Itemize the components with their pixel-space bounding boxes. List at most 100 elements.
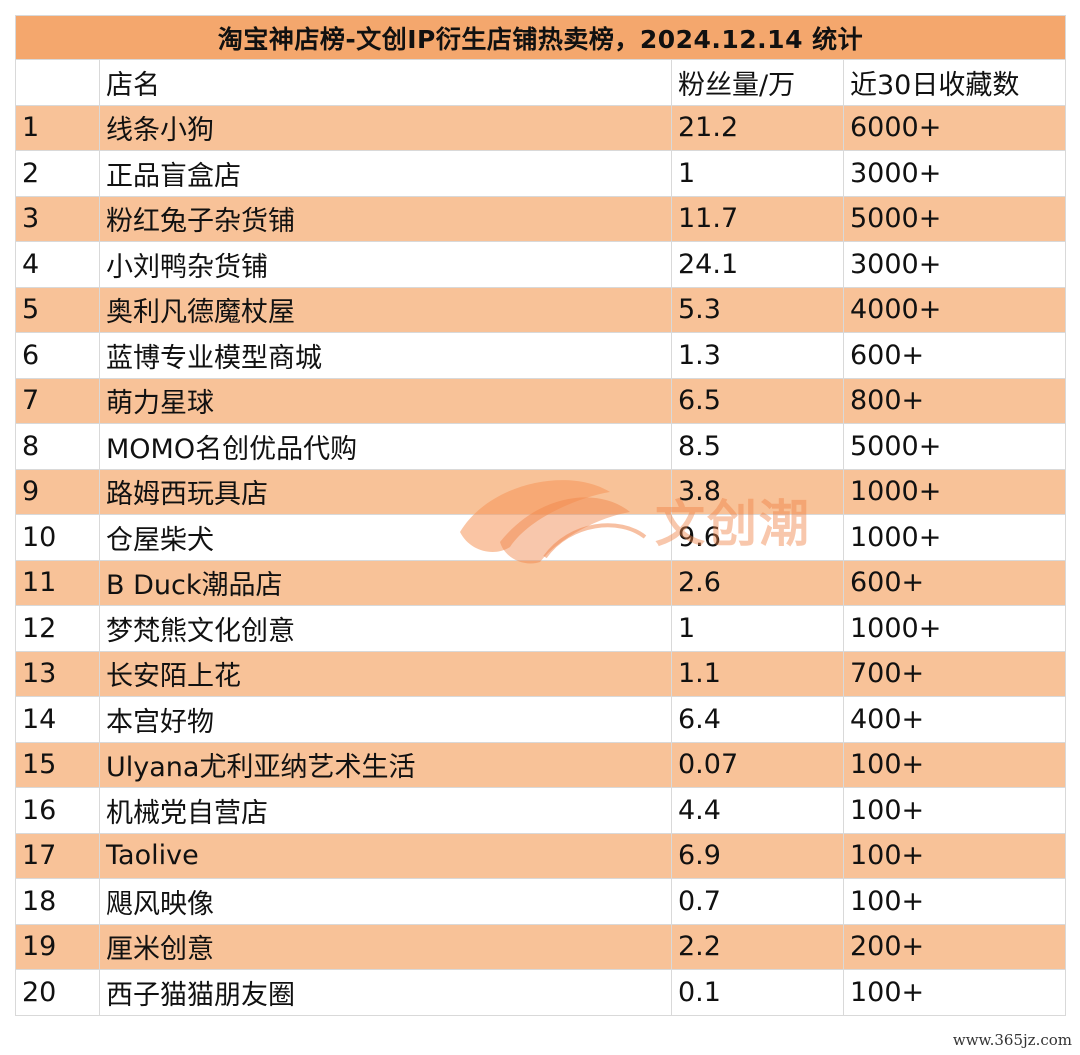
- shop-name-cell: 西子猫猫朋友圈: [99, 969, 672, 1016]
- table-row: 5 奥利凡德魔杖屋 5.3 4000+: [15, 286, 1066, 333]
- shop-name-cell: 蓝博专业模型商城: [99, 332, 672, 379]
- fans-cell: 24.1: [671, 241, 844, 288]
- favorites-cell: 800+: [843, 377, 1066, 424]
- table-row: 1 线条小狗 21.2 6000+: [15, 104, 1066, 151]
- rank-cell: 20: [15, 969, 100, 1016]
- fans-cell: 0.7: [671, 878, 844, 925]
- rank-cell: 11: [15, 559, 100, 606]
- site-watermark: www.365jz.com: [952, 1031, 1072, 1049]
- favorites-cell: 100+: [843, 969, 1066, 1016]
- fans-cell: 8.5: [671, 423, 844, 470]
- rank-cell: 12: [15, 605, 100, 652]
- header-favorites: 近30日收藏数: [843, 59, 1066, 106]
- table-row: 19 厘米创意 2.2 200+: [15, 923, 1066, 970]
- favorites-cell: 100+: [843, 832, 1066, 879]
- shop-name-cell: 奥利凡德魔杖屋: [99, 286, 672, 333]
- table-row: 13 长安陌上花 1.1 700+: [15, 650, 1066, 697]
- favorites-cell: 5000+: [843, 195, 1066, 242]
- rank-cell: 2: [15, 150, 100, 197]
- table-row: 12 梦梵熊文化创意 1 1000+: [15, 605, 1066, 652]
- shop-name-cell: 仓屋柴犬: [99, 514, 672, 561]
- favorites-cell: 100+: [843, 741, 1066, 788]
- table-row: 8 MOMO名创优品代购 8.5 5000+: [15, 423, 1066, 470]
- shop-name-cell: 粉红兔子杂货铺: [99, 195, 672, 242]
- favorites-cell: 400+: [843, 696, 1066, 743]
- favorites-cell: 100+: [843, 787, 1066, 834]
- shop-name-cell: 路姆西玩具店: [99, 468, 672, 515]
- table-row: 15 Ulyana尤利亚纳艺术生活 0.07 100+: [15, 741, 1066, 788]
- fans-cell: 0.07: [671, 741, 844, 788]
- fans-cell: 1.3: [671, 332, 844, 379]
- fans-cell: 21.2: [671, 104, 844, 151]
- favorites-cell: 600+: [843, 332, 1066, 379]
- rank-cell: 17: [15, 832, 100, 879]
- favorites-cell: 3000+: [843, 150, 1066, 197]
- rank-cell: 18: [15, 878, 100, 925]
- fans-cell: 1.1: [671, 650, 844, 697]
- shop-name-cell: 本宫好物: [99, 696, 672, 743]
- rank-cell: 3: [15, 195, 100, 242]
- table-row: 2 正品盲盒店 1 3000+: [15, 150, 1066, 197]
- table-row: 9 路姆西玩具店 3.8 1000+: [15, 468, 1066, 515]
- fans-cell: 6.9: [671, 832, 844, 879]
- watermark-text: 文创潮: [655, 495, 811, 553]
- ranking-table: 淘宝神店榜-文创IP衍生店铺热卖榜，2024.12.14 统计 店名 粉丝量/万…: [15, 15, 1066, 1016]
- favorites-cell: 1000+: [843, 514, 1066, 561]
- rank-cell: 5: [15, 286, 100, 333]
- favorites-cell: 3000+: [843, 241, 1066, 288]
- favorites-cell: 600+: [843, 559, 1066, 606]
- shop-name-cell: MOMO名创优品代购: [99, 423, 672, 470]
- favorites-cell: 4000+: [843, 286, 1066, 333]
- rank-cell: 4: [15, 241, 100, 288]
- table-row: 18 飓风映像 0.7 100+: [15, 878, 1066, 925]
- header-fans: 粉丝量/万: [671, 59, 844, 106]
- header-shop-name: 店名: [99, 59, 672, 106]
- favorites-cell: 6000+: [843, 104, 1066, 151]
- rank-cell: 16: [15, 787, 100, 834]
- rank-cell: 15: [15, 741, 100, 788]
- favorites-cell: 5000+: [843, 423, 1066, 470]
- shop-name-cell: 飓风映像: [99, 878, 672, 925]
- shop-name-cell: 厘米创意: [99, 923, 672, 970]
- table-row: 6 蓝博专业模型商城 1.3 600+: [15, 332, 1066, 379]
- fans-cell: 3.8: [671, 468, 844, 515]
- rank-cell: 1: [15, 104, 100, 151]
- shop-name-cell: Taolive: [99, 832, 672, 879]
- shop-name-cell: 小刘鸭杂货铺: [99, 241, 672, 288]
- rank-cell: 6: [15, 332, 100, 379]
- table-row: 17 Taolive 6.9 100+: [15, 832, 1066, 879]
- fans-cell: 2.6: [671, 559, 844, 606]
- table-row: 14 本宫好物 6.4 400+: [15, 696, 1066, 743]
- table-row: 7 萌力星球 6.5 800+: [15, 377, 1066, 424]
- rank-cell: 8: [15, 423, 100, 470]
- table-row: 11 B Duck潮品店 2.6 600+: [15, 559, 1066, 606]
- shop-name-cell: Ulyana尤利亚纳艺术生活: [99, 741, 672, 788]
- fans-cell: 11.7: [671, 195, 844, 242]
- fans-cell: 5.3: [671, 286, 844, 333]
- rank-cell: 19: [15, 923, 100, 970]
- shop-name-cell: 萌力星球: [99, 377, 672, 424]
- table-row: 3 粉红兔子杂货铺 11.7 5000+: [15, 195, 1066, 242]
- shop-name-cell: B Duck潮品店: [99, 559, 672, 606]
- rank-cell: 13: [15, 650, 100, 697]
- table-row: 16 机械党自营店 4.4 100+: [15, 787, 1066, 834]
- table-title: 淘宝神店榜-文创IP衍生店铺热卖榜，2024.12.14 统计: [15, 15, 1066, 60]
- favorites-cell: 100+: [843, 878, 1066, 925]
- favorites-cell: 700+: [843, 650, 1066, 697]
- fans-cell: 6.5: [671, 377, 844, 424]
- fans-cell: 1: [671, 150, 844, 197]
- table-row: 10 仓屋柴犬 9.6 1000+: [15, 514, 1066, 561]
- favorites-cell: 1000+: [843, 605, 1066, 652]
- shop-name-cell: 机械党自营店: [99, 787, 672, 834]
- shop-name-cell: 正品盲盒店: [99, 150, 672, 197]
- rank-cell: 14: [15, 696, 100, 743]
- fans-cell: 6.4: [671, 696, 844, 743]
- ranking-table-body: 淘宝神店榜-文创IP衍生店铺热卖榜，2024.12.14 统计 店名 粉丝量/万…: [15, 15, 1066, 1016]
- shop-name-cell: 线条小狗: [99, 104, 672, 151]
- table-row: 20 西子猫猫朋友圈 0.1 100+: [15, 969, 1066, 1016]
- header-row: 店名 粉丝量/万 近30日收藏数: [15, 59, 1066, 106]
- favorites-cell: 1000+: [843, 468, 1066, 515]
- fans-cell: 2.2: [671, 923, 844, 970]
- header-rank: [15, 59, 100, 106]
- favorites-cell: 200+: [843, 923, 1066, 970]
